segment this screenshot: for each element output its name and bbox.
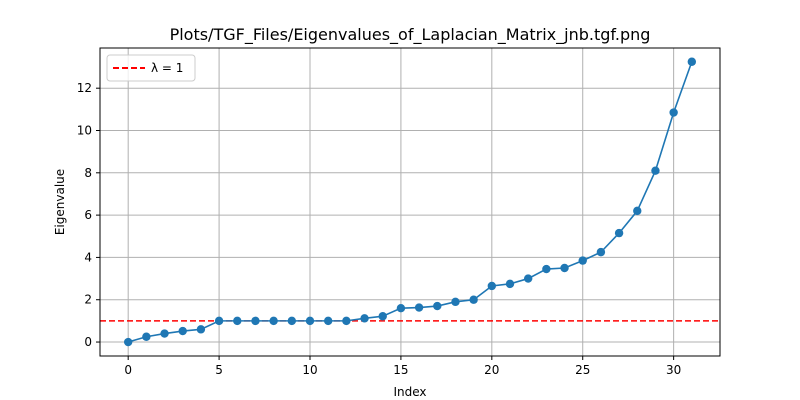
data-point (233, 316, 242, 326)
legend: λ = 1 (106, 54, 196, 82)
data-point (614, 228, 624, 238)
y-tick-label: 10 (77, 124, 92, 138)
data-point (633, 206, 642, 216)
plot-frame (99, 47, 721, 357)
data-point (342, 316, 351, 326)
y-tick-label: 8 (84, 166, 92, 180)
data-point (487, 281, 497, 291)
x-axis-label: Index (393, 385, 426, 399)
data-point (414, 303, 424, 312)
data-point (433, 301, 442, 311)
y-axis-label: Eigenvalue (53, 169, 67, 235)
data-point (505, 279, 515, 289)
x-tick-label: 30 (666, 363, 681, 377)
x-tick-label: 0 (124, 363, 132, 377)
data-point (651, 166, 660, 175)
grid (100, 48, 720, 356)
data-point (287, 316, 297, 326)
data-point (160, 329, 169, 338)
data-point (214, 316, 224, 326)
data-point (451, 297, 460, 307)
x-axis-ticks: 0 5 10 15 20 25 30 (124, 356, 681, 377)
x-tick-label: 15 (393, 363, 408, 377)
data-point (378, 312, 387, 321)
y-tick-label: 0 (84, 335, 92, 349)
data-point (196, 325, 206, 334)
legend-reference-line-label: λ = 1 (151, 61, 183, 75)
data-point (542, 264, 551, 274)
data-point (523, 274, 533, 283)
data-point (596, 247, 606, 257)
data-point (669, 108, 678, 117)
data-point (360, 314, 369, 323)
y-tick-label: 6 (84, 208, 92, 222)
data-point (687, 57, 697, 66)
y-tick-label: 12 (77, 81, 92, 95)
data-point (578, 256, 587, 265)
data-point (560, 263, 569, 273)
y-tick-label: 2 (84, 293, 92, 307)
data-point (269, 316, 278, 326)
data-point (178, 326, 187, 336)
data-point (305, 316, 315, 326)
x-tick-label: 25 (575, 363, 590, 377)
x-tick-label: 20 (484, 363, 499, 377)
data-point (251, 316, 260, 326)
x-tick-label: 10 (302, 363, 317, 377)
data-point (142, 332, 151, 341)
data-point (323, 316, 333, 326)
data-point (396, 303, 406, 313)
data-point (123, 337, 133, 347)
x-tick-label: 5 (215, 363, 223, 377)
data-point (469, 295, 478, 304)
chart-title: Plots/TGF_Files/Eigenvalues_of_Laplacian… (170, 25, 651, 45)
y-tick-label: 4 (84, 250, 92, 264)
legend-box (106, 54, 196, 82)
data-series (123, 57, 697, 347)
y-axis-ticks: 0 2 4 6 8 10 12 (77, 81, 100, 349)
